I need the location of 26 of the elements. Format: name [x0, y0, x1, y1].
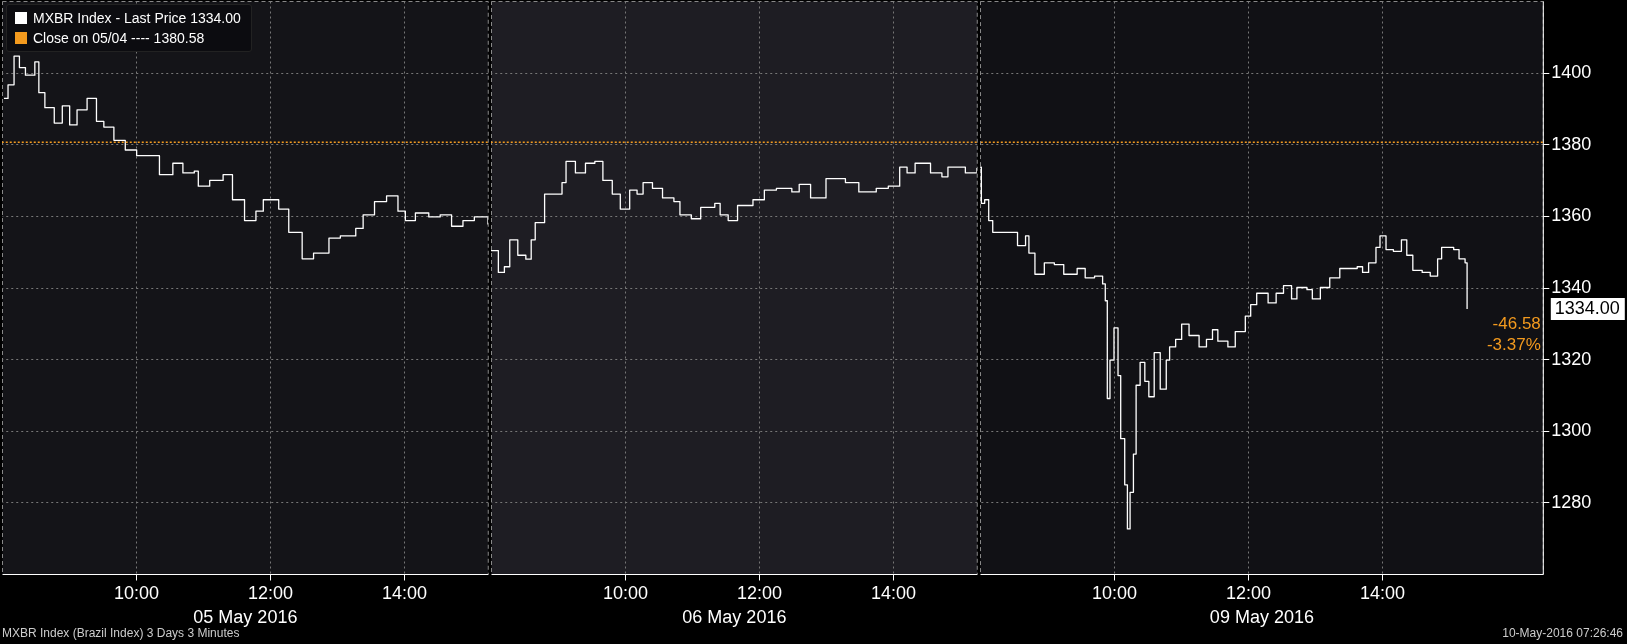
annotation: -46.58 — [1492, 313, 1541, 333]
x-tick-label: 10:00 — [602, 582, 649, 603]
y-tick-label: 1340 — [1551, 277, 1592, 297]
annotation: -3.37% — [1486, 334, 1541, 354]
x-tick-label: 14:00 — [381, 582, 428, 603]
x-tick-label: 14:00 — [1359, 582, 1406, 603]
y-tick-label: 1360 — [1551, 205, 1592, 226]
x-axis-title: 05 May 2016 — [193, 606, 298, 627]
x-tick-label: 10:00 — [113, 582, 160, 603]
x-axis-title: 09 May 2016 — [1209, 606, 1314, 627]
legend-label: MXBR Index - Last Price 1334.00 — [33, 10, 241, 26]
text: MXBR Index (Brazil Index) 3 Days 3 Minutes — [2, 626, 240, 640]
y-tick-label: 1300 — [1551, 420, 1592, 441]
x-axis-title: 06 May 2016 — [682, 606, 787, 627]
x-tick-label: 14:00 — [870, 582, 917, 603]
y-tick-label: 1400 — [1551, 62, 1592, 83]
x-tick-label: 12:00 — [1225, 582, 1272, 603]
x-tick-label: 12:00 — [736, 582, 783, 603]
legend-label: Close on 05/04 ---- 1380.58 — [33, 30, 205, 46]
text: 1334.00 — [1554, 297, 1620, 318]
x-tick-label: 10:00 — [1091, 582, 1138, 603]
x-tick-label: 12:00 — [247, 582, 294, 603]
y-tick-label: 1320 — [1551, 348, 1592, 369]
y-tick-label: 1280 — [1551, 491, 1592, 512]
text: 10-May-2016 07:26:46 — [1502, 626, 1623, 640]
y-tick-label: 1380 — [1551, 133, 1592, 154]
